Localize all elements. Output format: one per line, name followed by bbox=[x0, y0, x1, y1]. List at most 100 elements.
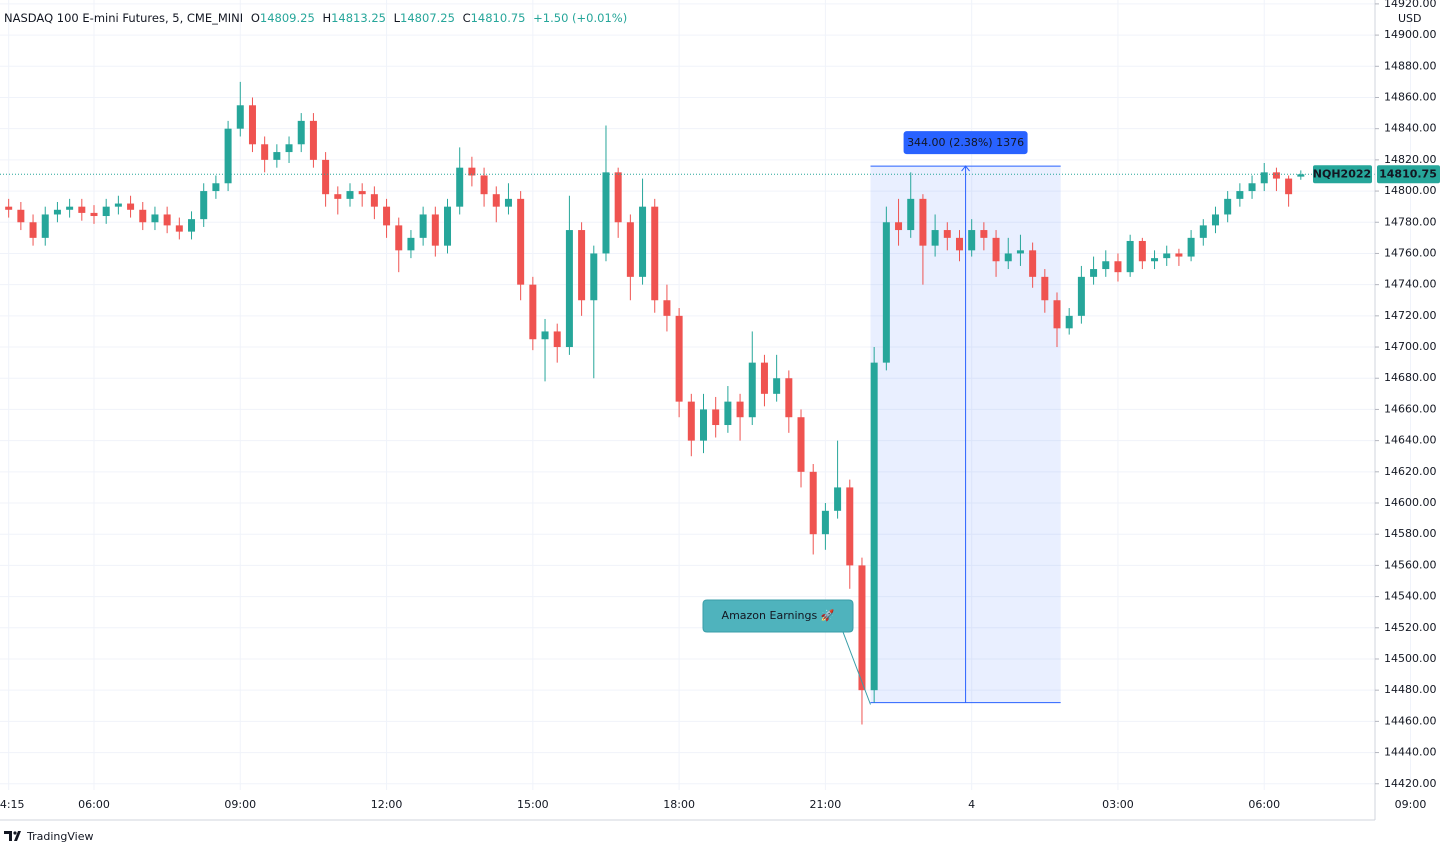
y-tick-label: 14440.00 bbox=[1384, 746, 1437, 759]
candle-body bbox=[590, 253, 598, 301]
candle-body bbox=[626, 222, 634, 277]
candle-body bbox=[639, 206, 647, 277]
candle-body bbox=[882, 222, 890, 363]
candle-body bbox=[760, 362, 768, 394]
candle-body bbox=[529, 284, 537, 340]
candle-body bbox=[724, 401, 732, 426]
candle-body bbox=[53, 209, 61, 215]
x-tick-label: 04:15 bbox=[0, 798, 25, 811]
candle-body bbox=[1077, 276, 1085, 316]
candle-body bbox=[736, 401, 744, 418]
candle-body bbox=[383, 206, 391, 226]
candle-body bbox=[41, 214, 49, 238]
candle-body bbox=[431, 214, 439, 246]
y-tick-label: 14560.00 bbox=[1384, 558, 1437, 571]
candle-body bbox=[992, 237, 1000, 262]
open-value: 14809.25 bbox=[260, 11, 315, 25]
symbol-label: NQH2022 bbox=[1313, 167, 1371, 180]
measure-label-box bbox=[903, 131, 1028, 155]
candle-body bbox=[504, 198, 512, 207]
y-tick-label: 14520.00 bbox=[1384, 621, 1437, 634]
y-tick-label: 14700.00 bbox=[1384, 340, 1437, 353]
symbol-box bbox=[1313, 165, 1372, 184]
candle-body bbox=[1199, 225, 1207, 238]
candle-body bbox=[651, 206, 659, 301]
axes: 14420.00 14440.00 14460.00 14480.00 14500.00… bbox=[0, 0, 1437, 811]
y-tick-label: 14460.00 bbox=[1384, 714, 1437, 727]
x-tick-label: 03:00 bbox=[1102, 798, 1134, 811]
x-tick-label: 09:00 bbox=[224, 798, 256, 811]
candle-body bbox=[785, 378, 793, 418]
y-tick-label: 14760.00 bbox=[1384, 246, 1437, 259]
candle-body bbox=[919, 198, 927, 246]
candle-body bbox=[370, 194, 378, 207]
y-tick-label: 14640.00 bbox=[1384, 434, 1437, 447]
candle-body bbox=[1029, 250, 1037, 277]
candle-body bbox=[358, 191, 366, 195]
measure-label: 344.00 (2.38%) 1376 bbox=[907, 136, 1024, 149]
candle-body bbox=[1090, 269, 1098, 277]
candle-body bbox=[346, 191, 354, 199]
annotation-callout bbox=[702, 599, 871, 705]
candle-body bbox=[1260, 172, 1268, 184]
high-value: 14813.25 bbox=[331, 11, 386, 25]
candle-body bbox=[285, 144, 293, 153]
candle-body bbox=[1053, 300, 1061, 329]
candle-body bbox=[968, 230, 976, 251]
candle-body bbox=[614, 172, 622, 223]
currency: USD bbox=[1398, 12, 1422, 25]
candle-body bbox=[1138, 240, 1146, 262]
candle-body bbox=[846, 487, 854, 566]
candle-body bbox=[712, 409, 720, 426]
candle-body bbox=[236, 105, 244, 129]
y-tick-label: 14860.00 bbox=[1384, 90, 1437, 103]
last-price-box bbox=[1377, 165, 1440, 184]
candle-body bbox=[821, 510, 829, 535]
candle-body bbox=[602, 172, 610, 254]
candle-body bbox=[248, 105, 256, 145]
candle-body bbox=[834, 487, 842, 511]
candle-body bbox=[468, 167, 476, 176]
candle-body bbox=[175, 225, 183, 232]
y-tick-label: 14620.00 bbox=[1384, 465, 1437, 478]
candle-body bbox=[895, 222, 903, 231]
candle-body bbox=[17, 209, 25, 223]
y-tick-label: 14500.00 bbox=[1384, 652, 1437, 665]
candle-body bbox=[1016, 250, 1024, 254]
x-tick-label: 12:00 bbox=[371, 798, 403, 811]
plot-area bbox=[0, 81, 1375, 725]
y-tick-label: 14480.00 bbox=[1384, 683, 1437, 696]
candle-body bbox=[334, 194, 342, 199]
candle-body bbox=[578, 230, 586, 301]
y-tick-label: 14720.00 bbox=[1384, 309, 1437, 322]
candle-body bbox=[66, 206, 74, 210]
candle-body bbox=[212, 183, 220, 192]
candle-body bbox=[1126, 240, 1134, 273]
candle-body bbox=[748, 362, 756, 418]
close-value: 14810.75 bbox=[471, 11, 526, 25]
candle-body bbox=[1224, 198, 1232, 215]
candle-body bbox=[687, 401, 695, 441]
candle-body bbox=[797, 417, 805, 472]
candle-body bbox=[1236, 191, 1244, 199]
candle-body bbox=[90, 212, 98, 217]
grid bbox=[0, 0, 1412, 790]
candle-body bbox=[29, 222, 37, 238]
brand: TradingView bbox=[26, 830, 93, 843]
y-tick-label: 14580.00 bbox=[1384, 527, 1437, 540]
candle-body bbox=[1187, 237, 1195, 257]
candle-body bbox=[1211, 214, 1219, 226]
candle-body bbox=[1151, 258, 1159, 262]
header: NASDAQ 100 E-mini Futures, 5, CME_MINI O… bbox=[4, 11, 627, 25]
y-tick-label: 14660.00 bbox=[1384, 402, 1437, 415]
candle-body bbox=[773, 378, 781, 394]
y-tick-label: 14780.00 bbox=[1384, 215, 1437, 228]
y-tick-label: 14420.00 bbox=[1384, 777, 1437, 790]
candle-body bbox=[114, 203, 122, 207]
candle-body bbox=[1272, 172, 1280, 179]
y-tick-label: 14540.00 bbox=[1384, 590, 1437, 603]
candle-body bbox=[309, 120, 317, 160]
y-tick-label: 14900.00 bbox=[1384, 28, 1437, 41]
